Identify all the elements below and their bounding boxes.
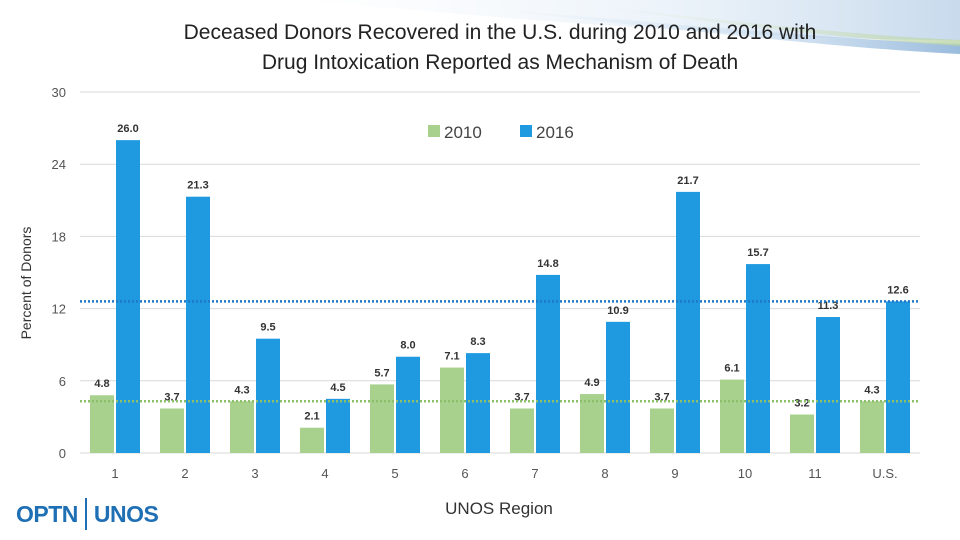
chart-title-line-2: Drug Intoxication Reported as Mechanism … (261, 51, 739, 74)
x-tick-label: 4 (321, 466, 328, 481)
y-tick-label: 18 (52, 229, 66, 244)
bar-2010-region-4 (300, 427, 324, 453)
data-label-2010-region-8: 4.9 (584, 377, 599, 389)
data-label-2016-region-U.S.: 12.6 (887, 284, 908, 296)
x-tick-label: 1 (111, 466, 118, 481)
data-label-2016-region-9: 21.7 (677, 175, 698, 187)
bar-2016-region-9 (676, 191, 700, 454)
x-tick-label: 10 (738, 466, 752, 481)
bar-2010-region-10 (720, 379, 744, 453)
bars: 4.826.03.721.34.39.52.14.55.78.07.18.33.… (90, 123, 910, 454)
data-label-2016-region-11: 11.3 (818, 300, 839, 312)
data-label-2010-region-11: 3.2 (794, 397, 809, 409)
optn-unos-logo: OPTN UNOS (16, 496, 159, 532)
bar-2010-region-9 (650, 408, 674, 453)
x-axis-label: UNOS Region (445, 499, 553, 518)
data-label-2016-region-3: 9.5 (260, 322, 275, 334)
bar-2010-region-7 (510, 408, 534, 453)
y-tick-label: 12 (52, 302, 66, 317)
data-label-2010-region-3: 4.3 (234, 384, 249, 396)
data-label-2016-region-2: 21.3 (187, 180, 208, 192)
bar-2016-region-4 (326, 398, 350, 453)
bar-2016-region-11 (816, 317, 840, 453)
x-tick-label: U.S. (872, 466, 897, 481)
x-axis-ticks: 1 2 3 4 5 6 7 8 9 10 11 U.S. (111, 466, 897, 481)
x-tick-label: 7 (531, 466, 538, 481)
data-label-2010-region-10: 6.1 (724, 363, 739, 375)
x-tick-label: 5 (391, 466, 398, 481)
bar-2016-region-5 (396, 356, 420, 453)
bar-2016-region-8 (606, 321, 630, 453)
chart-title: Deceased Donors Recovered in the U.S. du… (60, 18, 940, 78)
chart-title-line-1: Deceased Donors Recovered in the U.S. du… (183, 21, 817, 44)
y-tick-label: 24 (52, 157, 66, 172)
y-tick-label: 6 (59, 374, 66, 389)
bar-2016-region-3 (256, 338, 280, 453)
data-label-2016-region-10: 15.7 (747, 247, 768, 259)
x-tick-label: 6 (461, 466, 468, 481)
legend-label-2010: 2010 (444, 123, 482, 142)
data-label-2010-region-6: 7.1 (444, 351, 459, 363)
bar-2016-region-6 (466, 353, 490, 453)
x-tick-label: 3 (251, 466, 258, 481)
bar-2010-region-U.S. (860, 401, 884, 453)
x-tick-label: 11 (808, 466, 822, 481)
data-label-2016-region-4: 4.5 (330, 382, 345, 394)
data-label-2010-region-4: 2.1 (304, 411, 319, 423)
data-label-2016-region-7: 14.8 (537, 258, 558, 270)
data-label-2010-region-5: 5.7 (374, 367, 389, 379)
bar-2010-region-6 (440, 367, 464, 453)
data-label-2010-region-U.S.: 4.3 (864, 384, 879, 396)
bar-2016-region-1 (116, 140, 140, 453)
bar-2016-region-2 (186, 196, 210, 453)
y-axis-ticks: 0 6 12 18 24 30 (52, 85, 66, 461)
data-label-2010-region-1: 4.8 (94, 378, 109, 390)
bar-2016-region-U.S. (886, 301, 910, 453)
legend-label-2016: 2016 (536, 123, 574, 142)
legend-swatch-2010 (428, 125, 440, 137)
bar-2010-region-3 (230, 401, 254, 453)
x-tick-label: 2 (181, 466, 188, 481)
gridlines (80, 91, 920, 454)
data-label-2016-region-5: 8.0 (400, 340, 415, 352)
bar-2010-region-5 (370, 384, 394, 453)
logo-divider (84, 498, 87, 530)
x-tick-label: 8 (601, 466, 608, 481)
bar-2016-region-7 (536, 274, 560, 453)
bar-2010-region-1 (90, 395, 114, 453)
data-label-2016-region-1: 26.0 (117, 123, 138, 135)
logo-optn: OPTN (16, 500, 78, 527)
legend-swatch-2016 (520, 125, 532, 137)
logo-unos: UNOS (93, 500, 159, 527)
reference-lines (80, 300, 920, 403)
y-axis-label: Percent of Donors (18, 227, 34, 340)
y-tick-label: 0 (59, 446, 66, 461)
bar-2010-region-2 (160, 408, 184, 453)
y-tick-label: 30 (52, 85, 66, 100)
data-label-2016-region-8: 10.9 (607, 305, 628, 317)
legend: 2010 2016 (428, 123, 574, 142)
bar-2010-region-11 (790, 414, 814, 453)
data-label-2016-region-6: 8.3 (470, 336, 485, 348)
x-tick-label: 9 (671, 466, 678, 481)
background-swoosh (300, 0, 960, 54)
bar-2016-region-10 (746, 264, 770, 453)
bar-2010-region-8 (580, 394, 604, 453)
